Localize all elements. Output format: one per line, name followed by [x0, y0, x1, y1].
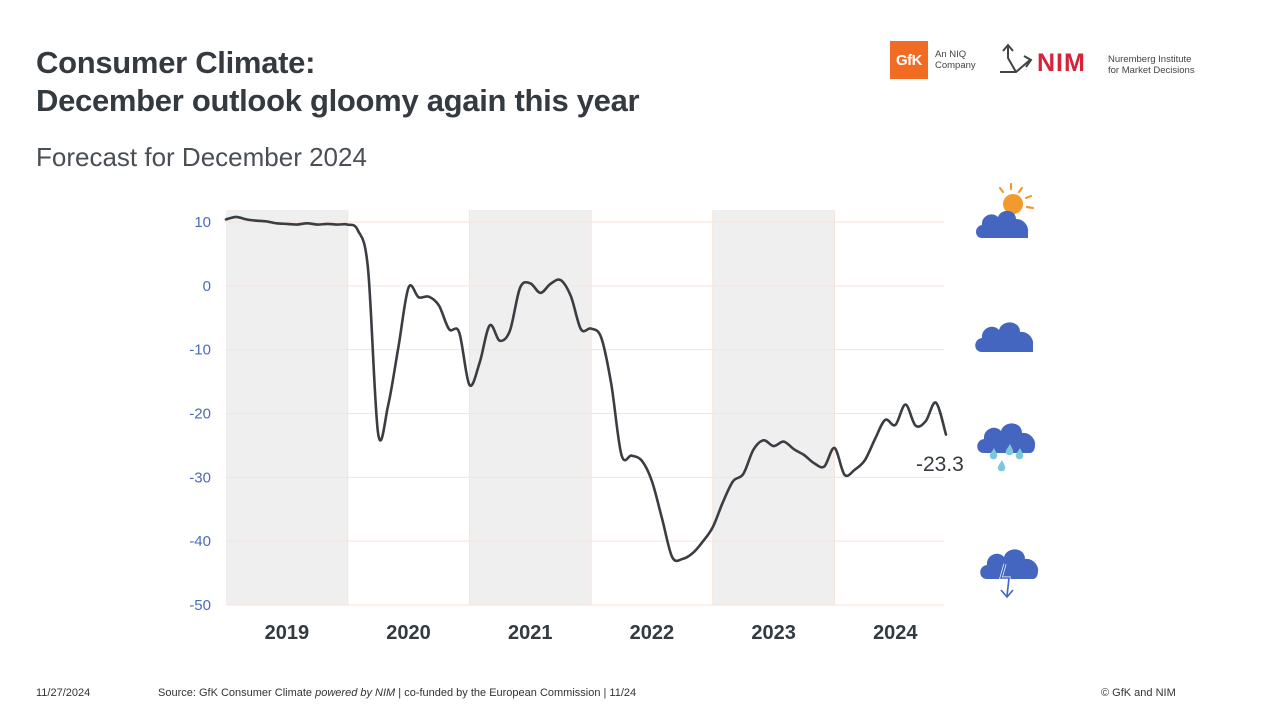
gfk-tagline: An NIQ Company: [935, 49, 976, 71]
gfk-tagline-2: Company: [935, 60, 976, 71]
nim-logo: NIM: [1037, 49, 1086, 77]
y-tick-label: -10: [189, 342, 211, 359]
gfk-logo: GfK: [890, 41, 928, 79]
footer-date: 11/27/2024: [36, 687, 91, 699]
gridlines: [226, 210, 944, 606]
x-tick-label: 2019: [265, 622, 310, 644]
footer-source-italic: powered by NIM: [315, 687, 396, 699]
x-tick-label: 2020: [386, 622, 431, 644]
year-band-2019: [226, 210, 349, 605]
year-band-2021: [469, 210, 592, 605]
footer-source-prefix: Source: GfK Consumer Climate: [158, 687, 316, 699]
x-tick-label: 2022: [630, 622, 675, 644]
y-axis-ticks: 10 0 -10 -20 -30 -40 -50: [189, 214, 211, 614]
x-tick-label: 2024: [873, 622, 918, 644]
year-bands: [226, 210, 835, 605]
footer-source-suffix: | co-funded by the European Commission |…: [395, 687, 637, 699]
nim-tagline-2: for Market Decisions: [1108, 65, 1195, 76]
page-title: Consumer Climate: December outlook gloom…: [36, 44, 640, 120]
x-axis-ticks: 2019 2020 2021 2022 2023 2024: [265, 622, 919, 644]
x-tick-label: 2021: [508, 622, 553, 644]
page-subtitle: Forecast for December 2024: [36, 142, 367, 172]
rain-cloud-icon: [977, 423, 1036, 472]
y-tick-label: -20: [189, 406, 211, 423]
y-tick-label: 0: [203, 278, 211, 295]
sun-cloud-icon: [976, 182, 1035, 238]
title-line-2: December outlook gloomy again this year: [36, 83, 640, 118]
y-tick-label: 10: [194, 214, 211, 231]
y-tick-label: -50: [189, 597, 211, 614]
title-line-1: Consumer Climate:: [36, 45, 316, 80]
y-tick-label: -40: [189, 533, 211, 550]
gfk-tagline-1: An NIQ: [935, 49, 967, 60]
footer-copyright: © GfK and NIM: [1101, 687, 1176, 699]
year-band-2023: [712, 210, 835, 605]
cloud-icon: [975, 322, 1034, 352]
nim-arrows-icon: [1000, 43, 1033, 73]
storm-cloud-icon: [980, 549, 1039, 599]
nim-tagline: Nuremberg Institute for Market Decisions: [1108, 54, 1195, 76]
end-value-label: -23.3: [916, 453, 964, 476]
series-line: [224, 215, 948, 563]
x-tick-label: 2023: [751, 622, 796, 644]
footer-source: Source: GfK Consumer Climate powered by …: [158, 687, 636, 699]
nim-tagline-1: Nuremberg Institute: [1108, 54, 1192, 65]
y-tick-label: -30: [189, 469, 211, 486]
